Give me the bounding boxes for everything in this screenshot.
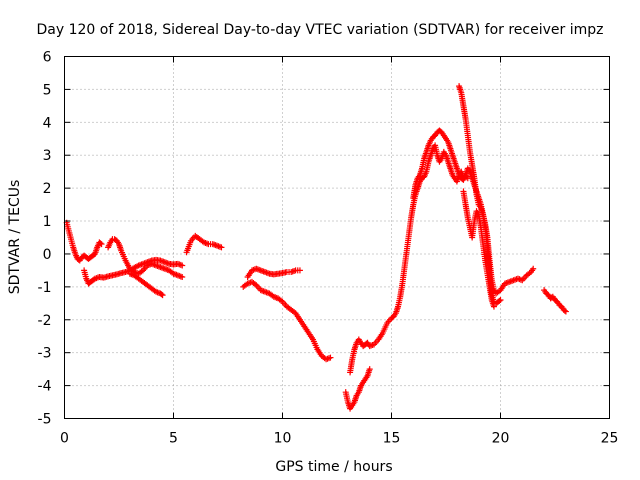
y-tick-label: 2	[43, 181, 52, 197]
data-points	[63, 83, 569, 412]
series-s4	[126, 270, 166, 299]
y-tick-label: -5	[38, 412, 52, 428]
chart-title: Day 120 of 2018, Sidereal Day-to-day VTE…	[37, 22, 604, 38]
y-axis-label: SDTVAR / TECUs	[7, 180, 23, 295]
data-point	[562, 308, 569, 315]
series-s13	[541, 287, 569, 315]
data-point	[97, 240, 104, 247]
x-tick-label: 20	[492, 431, 510, 447]
data-point	[530, 265, 537, 272]
y-tick-label: 6	[43, 50, 52, 66]
data-point	[490, 303, 497, 310]
plot-frame	[64, 56, 610, 419]
data-point	[218, 244, 225, 251]
y-tick-label: -4	[38, 379, 52, 395]
data-point	[159, 292, 166, 299]
y-tick-label: 4	[43, 115, 52, 131]
x-tick-label: 0	[60, 431, 69, 447]
y-tick-label: -3	[38, 346, 52, 362]
y-tick-label: -2	[38, 313, 52, 329]
series-s6	[244, 265, 303, 280]
x-tick-label: 15	[383, 431, 401, 447]
data-point	[497, 297, 504, 304]
data-point	[496, 297, 503, 304]
y-tick-label: 1	[43, 214, 52, 230]
axis-ticks: 0 5 10 15 20 25 -5 -4 -3 -2 -1 0 1 2 3 4 5 6	[38, 50, 619, 447]
series-s1	[63, 219, 105, 264]
series-s11	[456, 83, 537, 297]
x-tick-label: 10	[274, 431, 292, 447]
x-tick-label: 5	[169, 431, 178, 447]
data-point	[561, 307, 568, 314]
data-point	[366, 366, 373, 373]
y-tick-label: -1	[38, 280, 52, 296]
y-tick-label: 5	[43, 82, 52, 98]
data-point	[327, 354, 334, 361]
series-s12	[460, 188, 497, 310]
y-tick-label: 0	[43, 247, 52, 263]
y-tick-label: 3	[43, 148, 52, 164]
x-tick-label: 25	[601, 431, 619, 447]
data-point	[98, 241, 105, 248]
grid	[64, 56, 610, 419]
series-s8	[342, 366, 373, 412]
data-point	[179, 273, 186, 280]
series-s3	[105, 236, 186, 280]
data-point	[158, 291, 165, 298]
data-point	[179, 262, 186, 269]
series-s5	[183, 232, 225, 256]
x-axis-label: GPS time / hours	[275, 459, 392, 475]
data-point	[296, 267, 303, 274]
series-s7	[240, 278, 334, 363]
